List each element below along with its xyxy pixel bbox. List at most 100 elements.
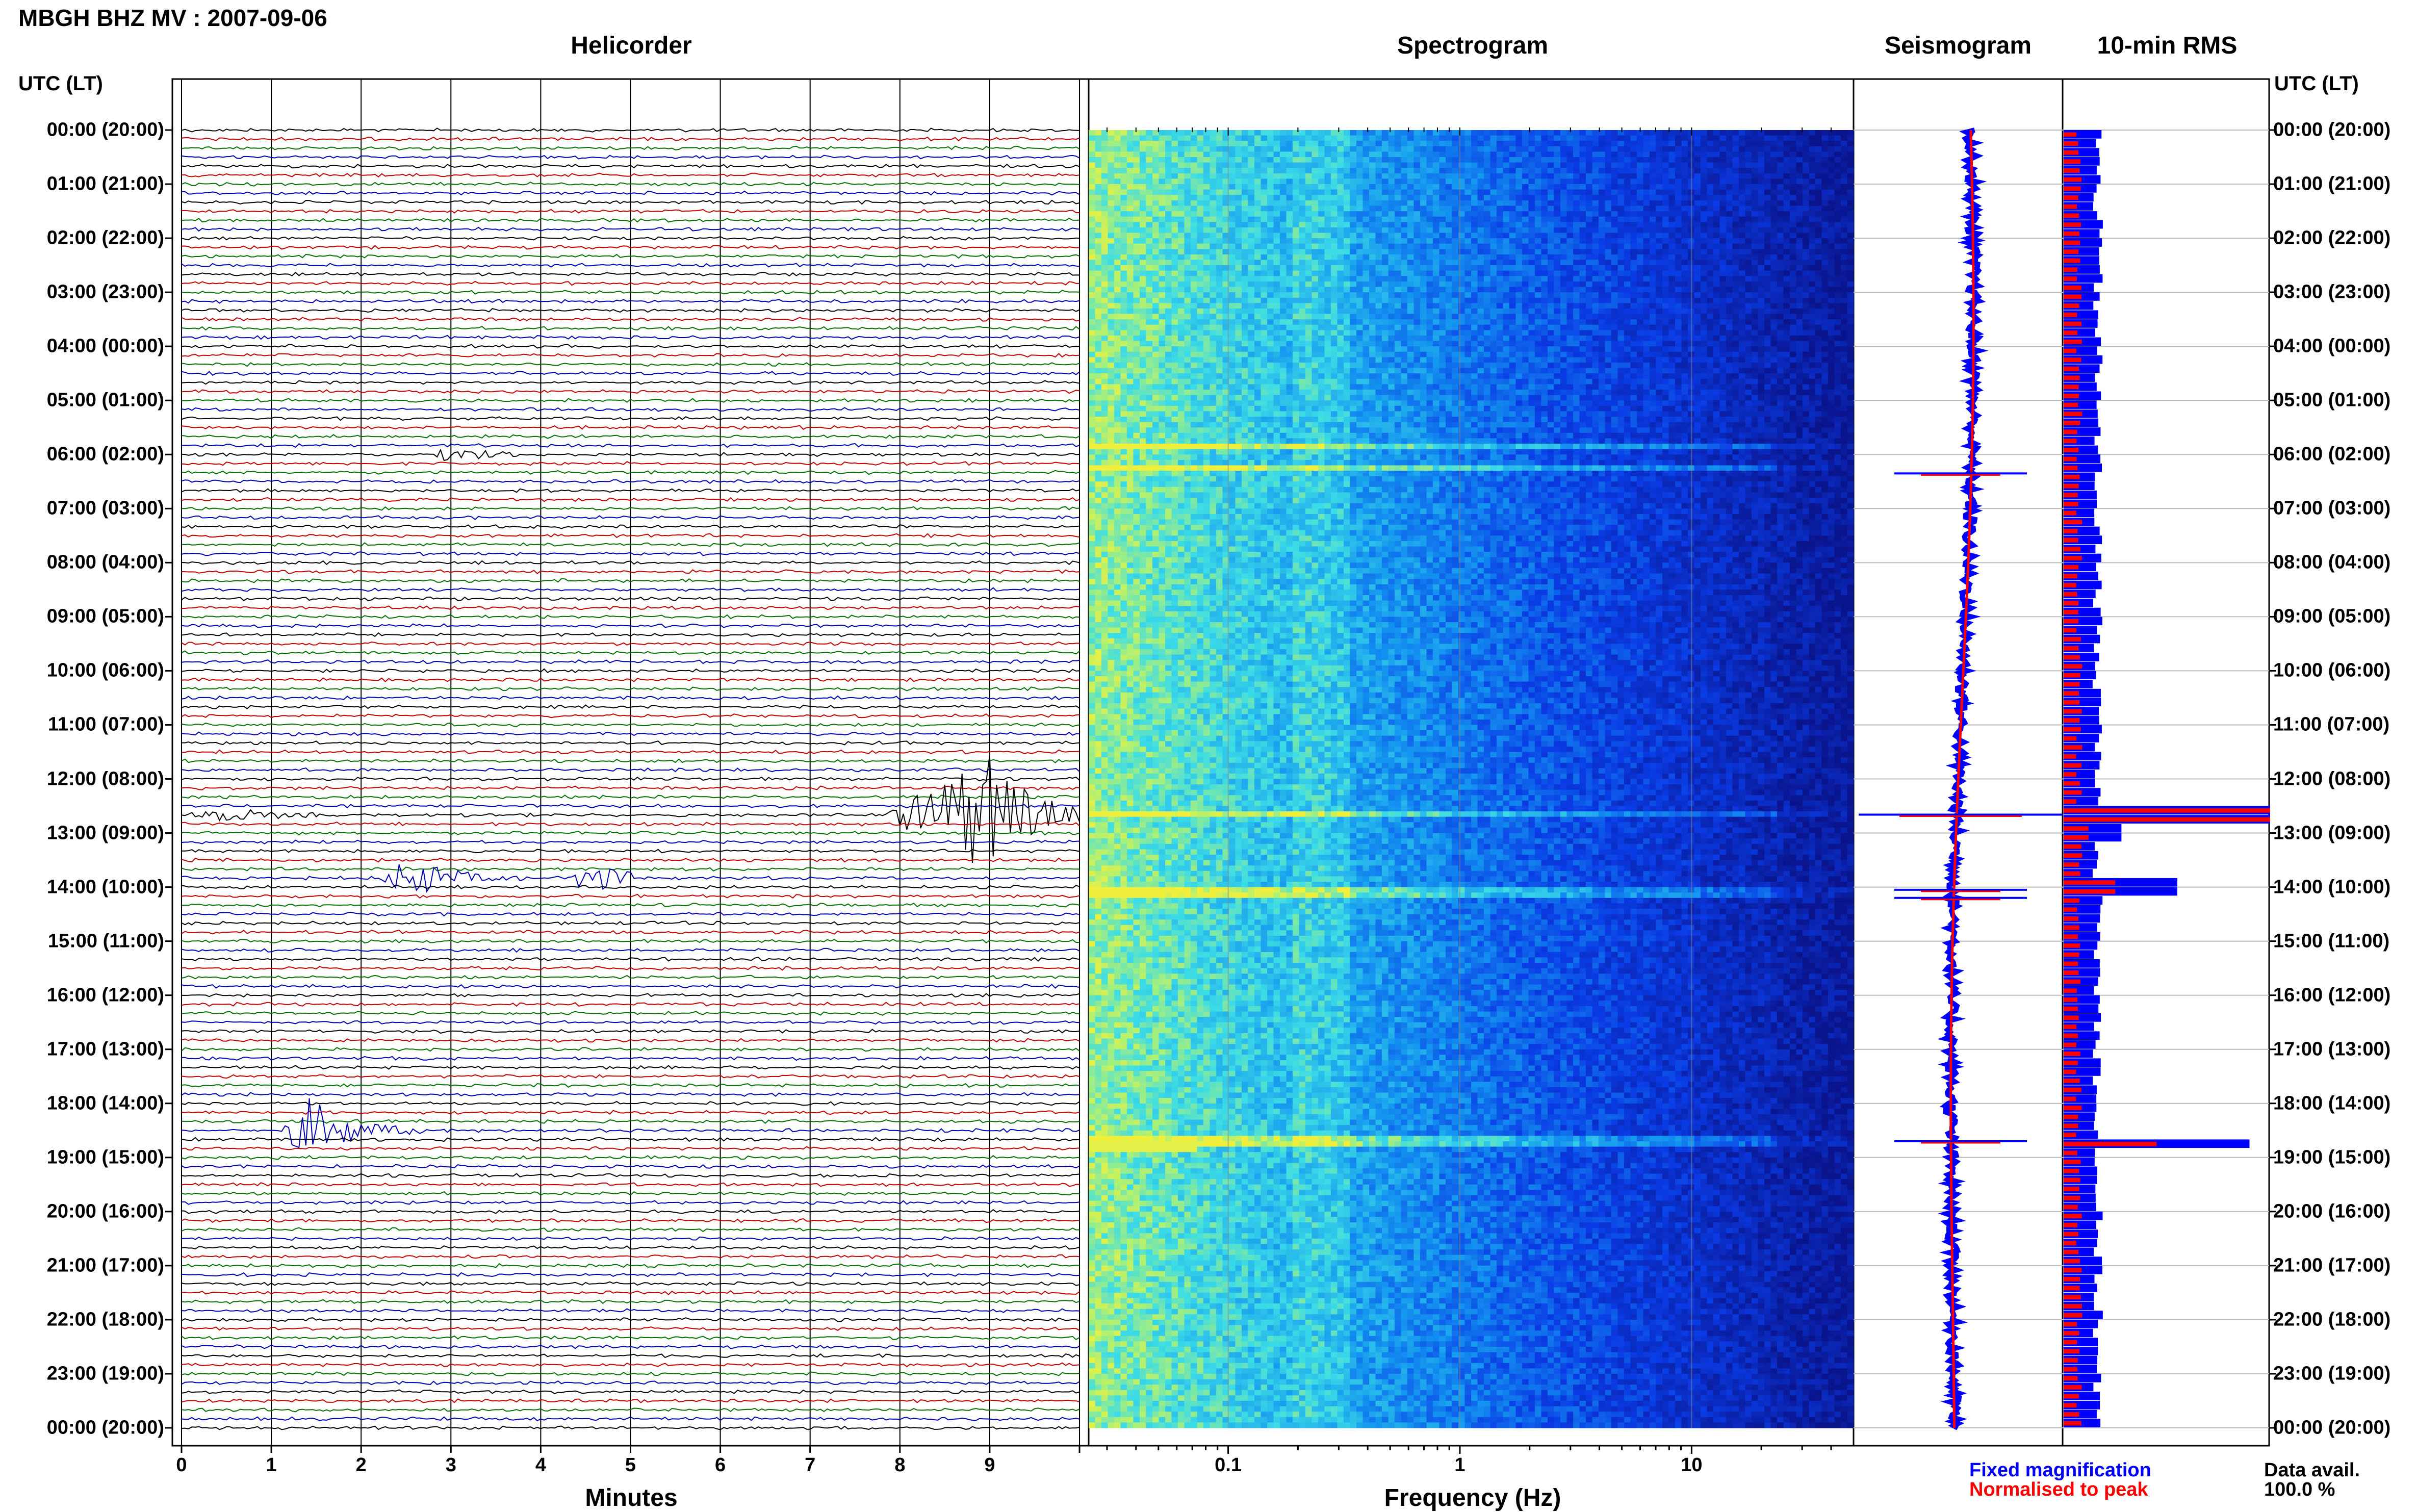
- spectrogram-cell: [1369, 168, 1376, 173]
- spectrogram-cell: [1299, 211, 1306, 217]
- spectrogram-cell: [1835, 276, 1841, 281]
- spectrogram-cell: [1796, 265, 1803, 271]
- spectrogram-cell: [1682, 238, 1688, 244]
- spectrogram-cell: [1165, 136, 1172, 141]
- spectrogram-cell: [1178, 173, 1185, 179]
- spectrogram-cell: [1420, 206, 1427, 212]
- spectrogram-cell: [1229, 336, 1236, 341]
- spectrogram-cell: [1541, 217, 1548, 222]
- spectrogram-cell: [1185, 309, 1191, 314]
- spectrogram-cell: [1191, 151, 1197, 157]
- spectrogram-cell: [1178, 206, 1185, 212]
- spectrogram-cell: [1777, 206, 1784, 212]
- spectrogram-cell: [1803, 211, 1809, 217]
- spectrogram-cell: [1305, 206, 1312, 212]
- spectrogram-cell: [1599, 303, 1605, 309]
- spectrogram-cell: [1159, 227, 1166, 233]
- spectrogram-cell: [1484, 319, 1490, 325]
- spectrogram-cell: [1707, 249, 1714, 254]
- spectrogram-cell: [1752, 178, 1758, 184]
- spectrogram-cell: [1796, 195, 1803, 200]
- spectrogram-cell: [1548, 281, 1554, 287]
- spectrogram-cell: [1835, 303, 1841, 309]
- spectrogram-cell: [1662, 217, 1669, 222]
- spectrogram-cell: [1611, 195, 1618, 200]
- spectrogram-cell: [1293, 319, 1299, 325]
- spectrogram-cell: [1197, 136, 1204, 141]
- spectrogram-cell: [1541, 265, 1548, 271]
- spectrogram-cell: [1643, 271, 1650, 276]
- spectrogram-cell: [1465, 157, 1472, 163]
- spectrogram-cell: [1828, 244, 1835, 249]
- spectrogram-cell: [1822, 281, 1829, 287]
- spectrogram-cell: [1152, 271, 1159, 276]
- spectrogram-cell: [1178, 336, 1185, 341]
- spectrogram-cell: [1567, 233, 1574, 239]
- spectrogram-cell: [1344, 184, 1350, 190]
- spectrogram-cell: [1312, 168, 1319, 173]
- spectrogram-cell: [1573, 178, 1580, 184]
- spectrogram-cell: [1503, 265, 1510, 271]
- spectrogram-cell: [1662, 141, 1669, 146]
- spectrogram-cell: [1203, 217, 1210, 222]
- spectrogram-cell: [1376, 254, 1382, 260]
- spectrogram-cell: [1516, 287, 1523, 293]
- spectrogram-cell: [1701, 309, 1707, 314]
- spectrogram-cell: [1694, 238, 1701, 244]
- spectrogram-cell: [1790, 336, 1796, 341]
- spectrogram-cell: [1669, 319, 1676, 325]
- spectrogram-cell: [1108, 238, 1115, 244]
- spectrogram-cell: [1376, 163, 1382, 168]
- spectrogram-cell: [1611, 163, 1618, 168]
- spectrogram-cell: [1165, 222, 1172, 227]
- spectrogram-cell: [1134, 314, 1140, 320]
- spectrogram-cell: [1771, 227, 1778, 233]
- spectrogram-cell: [1573, 298, 1580, 303]
- spectrogram-cell: [1790, 276, 1796, 281]
- spectrogram-cell: [1509, 341, 1516, 347]
- spectrogram-cell: [1784, 173, 1790, 179]
- spectrogram-cell: [1847, 163, 1854, 168]
- spectrogram-cell: [1841, 211, 1847, 217]
- spectrogram-cell: [1293, 276, 1299, 281]
- spectrogram-cell: [1484, 200, 1490, 206]
- spectrogram-cell: [1458, 206, 1465, 212]
- spectrogram-cell: [1465, 168, 1472, 173]
- spectrogram-cell: [1146, 314, 1153, 320]
- spectrogram-cell: [1318, 330, 1325, 336]
- spectrogram-cell: [1509, 244, 1516, 249]
- spectrogram-cell: [1197, 249, 1204, 254]
- spectrogram-cell: [1790, 341, 1796, 347]
- spectrogram-cell: [1229, 298, 1236, 303]
- spectrogram-cell: [1803, 298, 1809, 303]
- spectrogram-cell: [1312, 178, 1319, 184]
- spectrogram-cell: [1643, 190, 1650, 195]
- spectrogram-cell: [1694, 244, 1701, 249]
- spectrogram-cell: [1331, 168, 1338, 173]
- spectrogram-cell: [1420, 233, 1427, 239]
- spectrogram-cell: [1650, 341, 1656, 347]
- spectrogram-cell: [1484, 190, 1490, 195]
- spectrogram-cell: [1618, 151, 1625, 157]
- spectrogram-cell: [1784, 211, 1790, 217]
- spectrogram-cell: [1382, 163, 1389, 168]
- spectrogram-cell: [1344, 254, 1350, 260]
- spectrogram-cell: [1172, 276, 1178, 281]
- spectrogram-cell: [1720, 227, 1727, 233]
- spectrogram-cell: [1777, 271, 1784, 276]
- spectrogram-cell: [1185, 184, 1191, 190]
- spectrogram-cell: [1382, 195, 1389, 200]
- spectrogram-cell: [1758, 227, 1765, 233]
- spectrogram-cell: [1458, 200, 1465, 206]
- spectrogram-cell: [1159, 341, 1166, 347]
- spectrogram-cell: [1777, 211, 1784, 217]
- spectrogram-cell: [1325, 206, 1331, 212]
- spectrogram-cell: [1675, 287, 1682, 293]
- spectrogram-cell: [1344, 130, 1350, 136]
- spectrogram-cell: [1726, 303, 1733, 309]
- spectrogram-cell: [1516, 146, 1523, 152]
- spectrogram-cell: [1465, 319, 1472, 325]
- spectrogram-cell: [1777, 195, 1784, 200]
- spectrogram-cell: [1560, 178, 1567, 184]
- spectrogram-cell: [1350, 254, 1357, 260]
